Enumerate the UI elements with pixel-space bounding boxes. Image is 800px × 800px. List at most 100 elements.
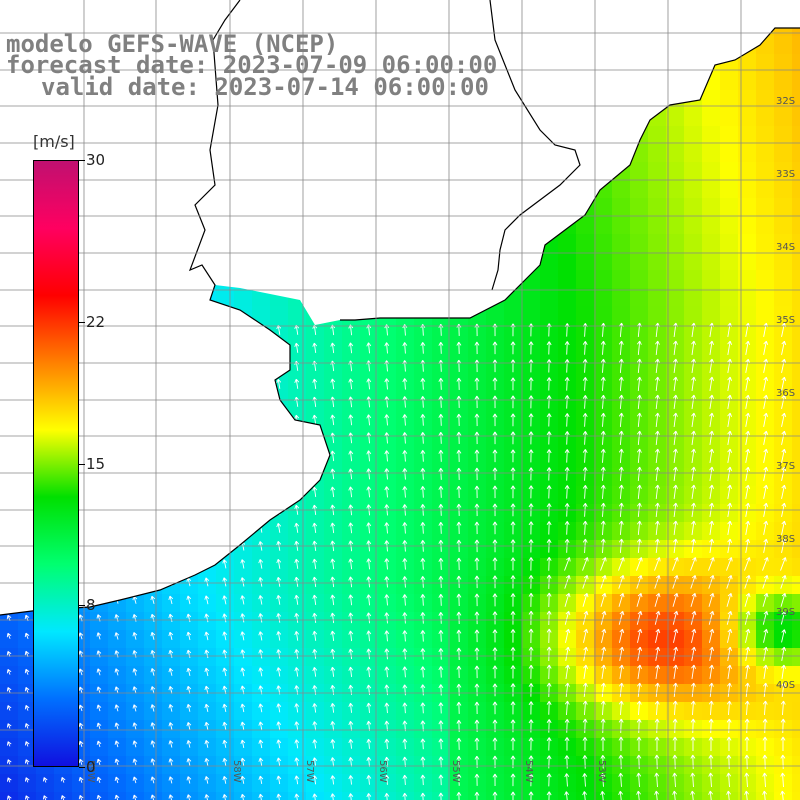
wind-speed-cell (180, 738, 199, 757)
wind-speed-cell (720, 90, 739, 109)
wind-speed-cell (666, 288, 685, 307)
wind-arrow (510, 593, 516, 607)
wind-speed-cell (774, 666, 793, 685)
wind-arrow (492, 467, 498, 481)
wind-arrow (492, 377, 498, 391)
wind-speed-cell (18, 738, 37, 757)
wind-arrow (654, 520, 660, 536)
wind-speed-cell (792, 378, 800, 397)
wind-arrow (24, 741, 30, 747)
wind-speed-cell (594, 558, 613, 577)
wind-speed-cell (234, 792, 253, 800)
wind-arrow (744, 610, 751, 625)
wind-arrow (654, 718, 660, 734)
wind-arrow (528, 701, 534, 715)
wind-arrow (474, 593, 480, 607)
wind-arrow (78, 740, 84, 748)
wind-speed-cell (774, 648, 793, 667)
wind-speed-cell (684, 306, 703, 325)
wind-speed-cell (756, 558, 775, 577)
wind-speed-cell (576, 306, 595, 325)
wind-arrow (726, 682, 732, 698)
wind-arrow (618, 340, 624, 355)
wind-speed-cell (774, 90, 793, 109)
wind-arrow (186, 776, 192, 784)
wind-arrow (294, 342, 300, 353)
wind-arrow (276, 631, 282, 641)
wind-speed-cell (306, 792, 325, 800)
wind-speed-cell (756, 522, 775, 541)
wind-arrow (654, 340, 660, 356)
wind-speed-cell (666, 558, 685, 577)
colorbar-tick-label: 22 (86, 312, 106, 331)
wind-arrow (96, 776, 102, 784)
wind-arrow (745, 412, 751, 427)
wind-arrow (438, 702, 444, 714)
wind-arrow (744, 557, 751, 571)
wind-arrow (348, 450, 354, 462)
latitude-label: 40S (776, 680, 795, 691)
wind-arrow (384, 612, 390, 624)
wind-speed-cell (144, 612, 163, 631)
wind-arrow (510, 431, 516, 445)
wind-speed-cell (756, 648, 775, 667)
wind-arrow (492, 701, 498, 715)
wind-arrow (276, 649, 282, 659)
wind-arrow (438, 720, 444, 732)
wind-speed-cell (648, 396, 667, 415)
wind-arrow (186, 685, 192, 694)
wind-speed-cell (630, 648, 649, 667)
wind-arrow (366, 612, 372, 624)
wind-arrow (600, 340, 606, 355)
wind-arrow (474, 467, 480, 481)
wind-arrow (420, 738, 426, 750)
wind-speed-cell (720, 630, 739, 649)
wind-arrow (673, 646, 679, 661)
wind-arrow (420, 648, 426, 660)
wind-speed-cell (612, 180, 631, 199)
wind-arrow (673, 448, 678, 464)
wind-arrow (204, 577, 210, 587)
wind-arrow (691, 394, 696, 409)
wind-arrow (294, 576, 300, 587)
wind-speed-cell (774, 198, 793, 217)
wind-arrow (384, 576, 390, 588)
wind-speed-cell (684, 486, 703, 505)
latitude-label: 32S (776, 96, 795, 107)
wind-arrow (528, 521, 534, 535)
colorbar-units: [m/s] (33, 132, 75, 151)
wind-speed-cell (666, 594, 685, 613)
wind-arrow (745, 448, 751, 463)
wind-arrow (438, 774, 444, 786)
wind-speed-cell (792, 666, 800, 685)
wind-speed-cell (738, 378, 757, 397)
wind-speed-cell (612, 288, 631, 307)
wind-speed-cell (108, 738, 127, 757)
wind-speed-cell (108, 702, 127, 721)
wind-arrow (402, 684, 408, 696)
wind-arrow (745, 646, 751, 661)
wind-speed-cell (756, 162, 775, 181)
wind-arrow (582, 755, 588, 769)
wind-arrow (438, 611, 444, 624)
wind-arrow (744, 682, 750, 698)
wind-arrow (654, 358, 660, 374)
wind-arrow (474, 341, 480, 355)
wind-speed-cell (576, 702, 595, 721)
wind-arrow (528, 575, 534, 589)
wind-arrow (763, 484, 769, 499)
wind-speed-cell (666, 270, 685, 289)
wind-speed-cell (738, 126, 757, 145)
wind-arrow (474, 791, 480, 800)
wind-arrow (673, 358, 678, 374)
wind-arrow (618, 592, 625, 607)
wind-arrow (132, 686, 138, 694)
wind-speed-cell (792, 432, 800, 451)
wind-arrow (708, 575, 715, 589)
wind-arrow (330, 378, 336, 390)
wind-speed-cell (738, 630, 757, 649)
wind-arrow (150, 758, 156, 766)
wind-speed-cell (648, 198, 667, 217)
wind-arrow (564, 737, 570, 751)
wind-arrow (691, 646, 697, 661)
